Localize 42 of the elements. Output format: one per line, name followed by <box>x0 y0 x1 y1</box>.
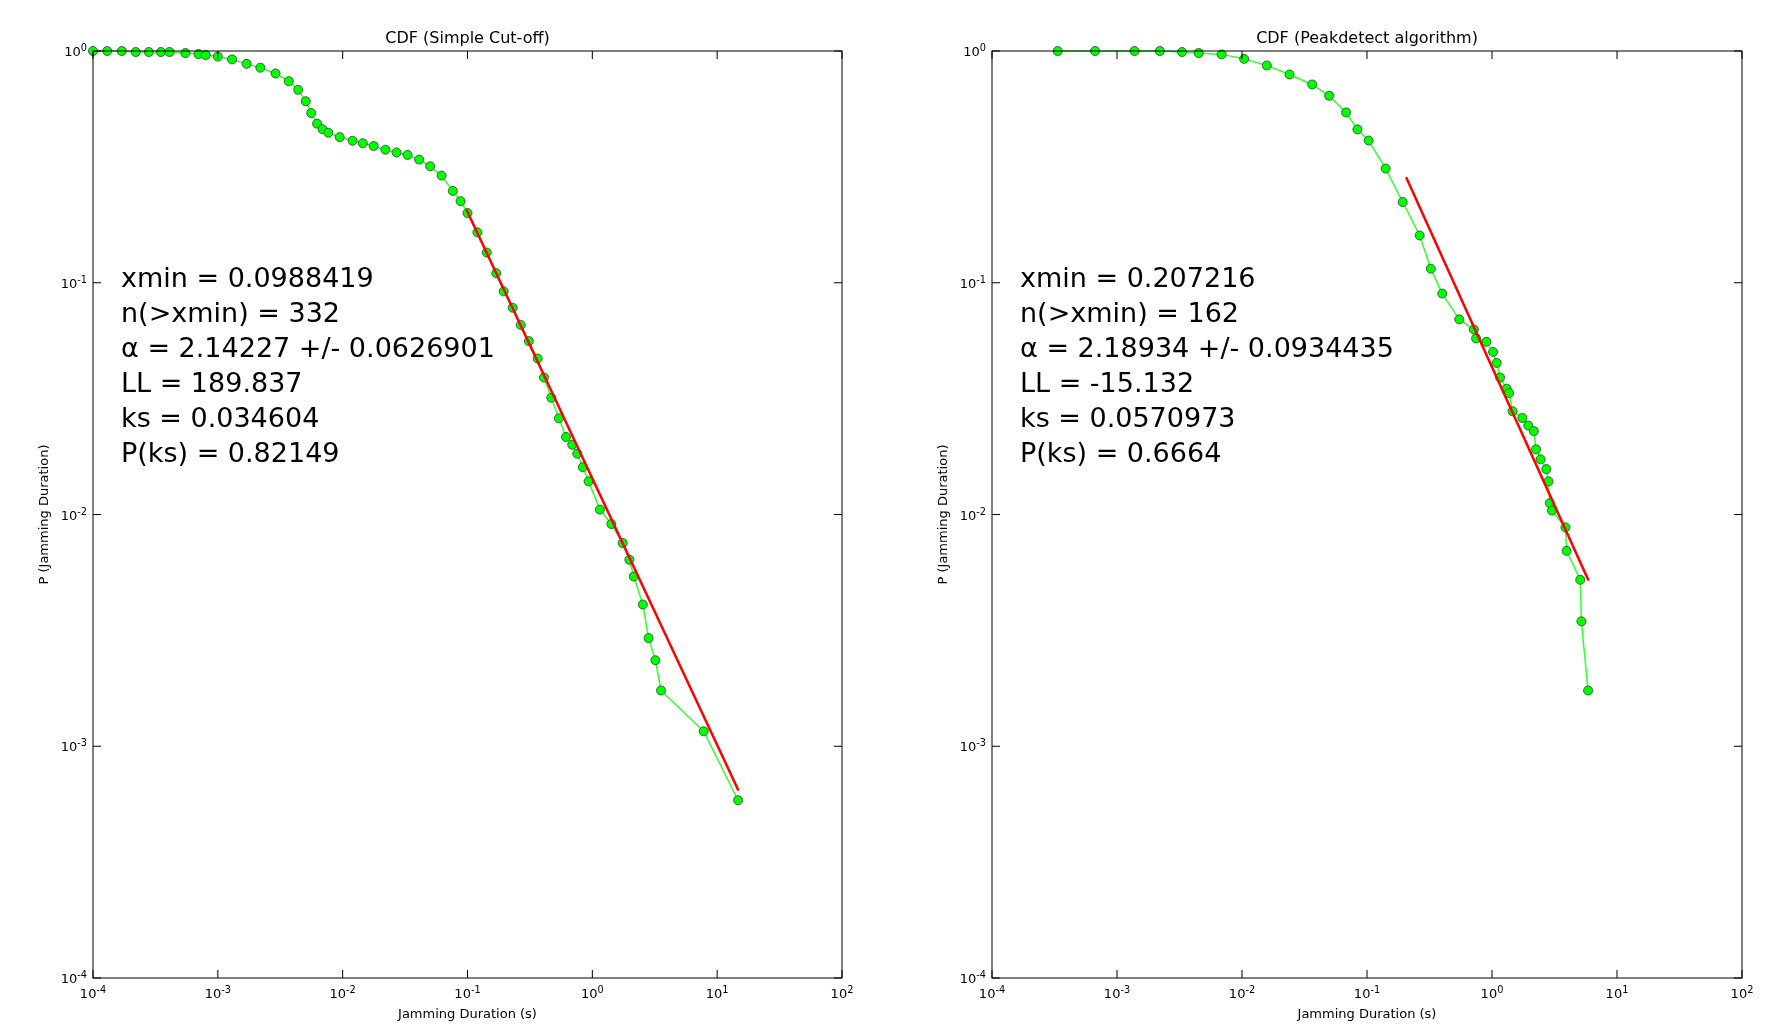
annotation: ks = 0.0570973 <box>1020 402 1236 434</box>
annotation: LL = 189.837 <box>121 367 303 399</box>
x-tick-label: 10$^{-2}$ <box>329 983 356 1001</box>
x-tick-label: 10$^{-4}$ <box>978 983 1006 1001</box>
x-tick-label: 10$^{-2}$ <box>1228 983 1256 1001</box>
annotation: P(ks) = 0.82149 <box>121 437 340 469</box>
y-tick-label: 10$^{-2}$ <box>959 505 986 523</box>
x-axis-title: Jamming Duration (s) <box>397 1006 537 1021</box>
chart-title: CDF (Peakdetect algorithm) <box>1256 28 1478 47</box>
y-tick-label: 10$^{-3}$ <box>959 736 986 755</box>
y-tick-label: 10$^{-1}$ <box>60 273 87 291</box>
x-tick-label: 10$^{1}$ <box>1605 983 1629 1001</box>
x-tick-label: 10$^{2}$ <box>830 983 854 1001</box>
x-tick-label: 10$^{-1}$ <box>1353 983 1381 1001</box>
x-tick-label: 10$^{0}$ <box>580 983 604 1001</box>
annotation: xmin = 0.207216 <box>1020 262 1256 294</box>
y-axis-title: P (Jamming Duration) <box>935 444 950 585</box>
x-tick-label: 10$^{1}$ <box>705 983 729 1001</box>
y-tick-label: 10$^{0}$ <box>64 41 87 59</box>
y-tick-label: 10$^{-2}$ <box>60 505 87 523</box>
y-tick-label: 10$^{-4}$ <box>60 968 87 986</box>
y-tick-label: 10$^{0}$ <box>963 41 986 59</box>
annotation: α = 2.18934 +/- 0.0934435 <box>1020 332 1394 364</box>
x-tick-label: 10$^{-3}$ <box>204 983 231 1001</box>
x-tick-label: 10$^{-3}$ <box>1103 983 1131 1001</box>
annotation: LL = -15.132 <box>1020 367 1195 399</box>
annotation: n(>xmin) = 162 <box>1020 297 1240 329</box>
x-tick-label: 10$^{0}$ <box>1480 983 1504 1001</box>
annotation: xmin = 0.0988419 <box>121 262 374 294</box>
x-axis-title: Jamming Duration (s) <box>1296 1006 1437 1021</box>
annotation: α = 2.14227 +/- 0.0626901 <box>121 332 495 364</box>
x-tick-label: 10$^{2}$ <box>1730 983 1754 1001</box>
annotation: n(>xmin) = 332 <box>121 297 341 329</box>
annotation: P(ks) = 0.6664 <box>1020 437 1222 469</box>
y-axis-title: P (Jamming Duration) <box>36 444 51 585</box>
x-tick-label: 10$^{-1}$ <box>454 983 481 1001</box>
x-tick-label: 10$^{-4}$ <box>79 983 107 1001</box>
chart-title: CDF (Simple Cut-off) <box>385 28 550 47</box>
annotation: ks = 0.034604 <box>121 402 320 434</box>
y-tick-label: 10$^{-1}$ <box>959 273 986 291</box>
y-tick-label: 10$^{-3}$ <box>60 736 87 755</box>
y-tick-label: 10$^{-4}$ <box>959 968 986 986</box>
